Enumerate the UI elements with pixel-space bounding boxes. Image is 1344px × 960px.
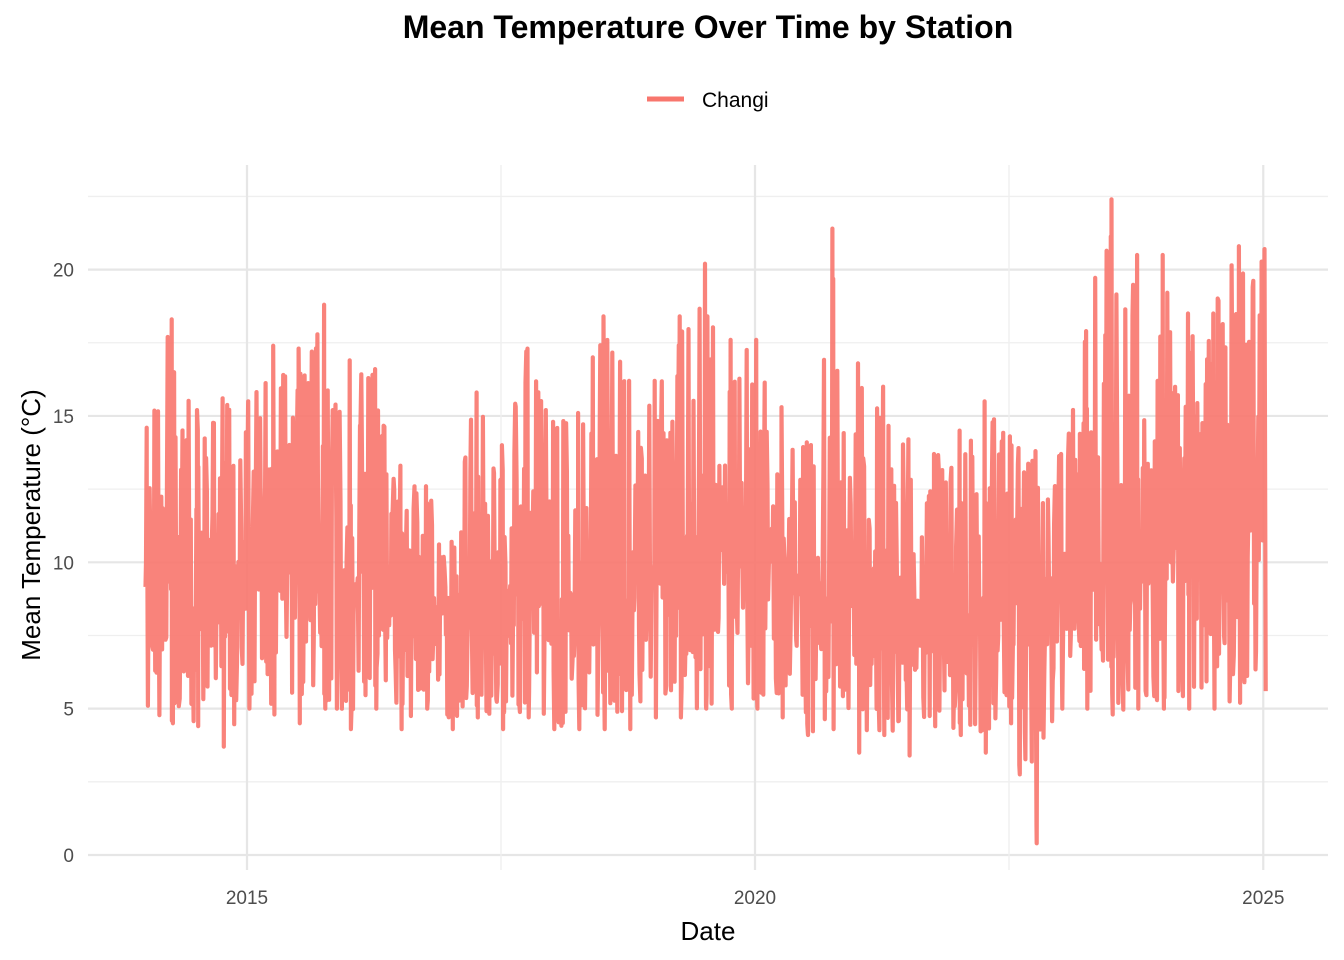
y-tick-label: 5: [63, 700, 74, 721]
series-line-changi: [143, 197, 1268, 846]
chart-title: Mean Temperature Over Time by Station: [403, 9, 1014, 45]
y-tick-label: 15: [53, 407, 74, 428]
tick-labels: 0 5 10 15 20 2015 2020 2025: [53, 261, 1285, 909]
y-tick-label: 0: [63, 846, 74, 867]
series-layer: [143, 197, 1268, 846]
y-axis-title: Mean Temperature (°C): [16, 389, 46, 660]
y-tick-label: 20: [53, 261, 74, 282]
x-tick-label: 2015: [226, 888, 268, 909]
legend: Changi: [647, 89, 769, 112]
x-axis-title: Date: [681, 916, 736, 946]
x-tick-label: 2025: [1242, 888, 1284, 909]
x-tick-label: 2020: [734, 888, 776, 909]
y-tick-label: 10: [53, 553, 74, 574]
legend-label-changi: Changi: [702, 89, 769, 112]
